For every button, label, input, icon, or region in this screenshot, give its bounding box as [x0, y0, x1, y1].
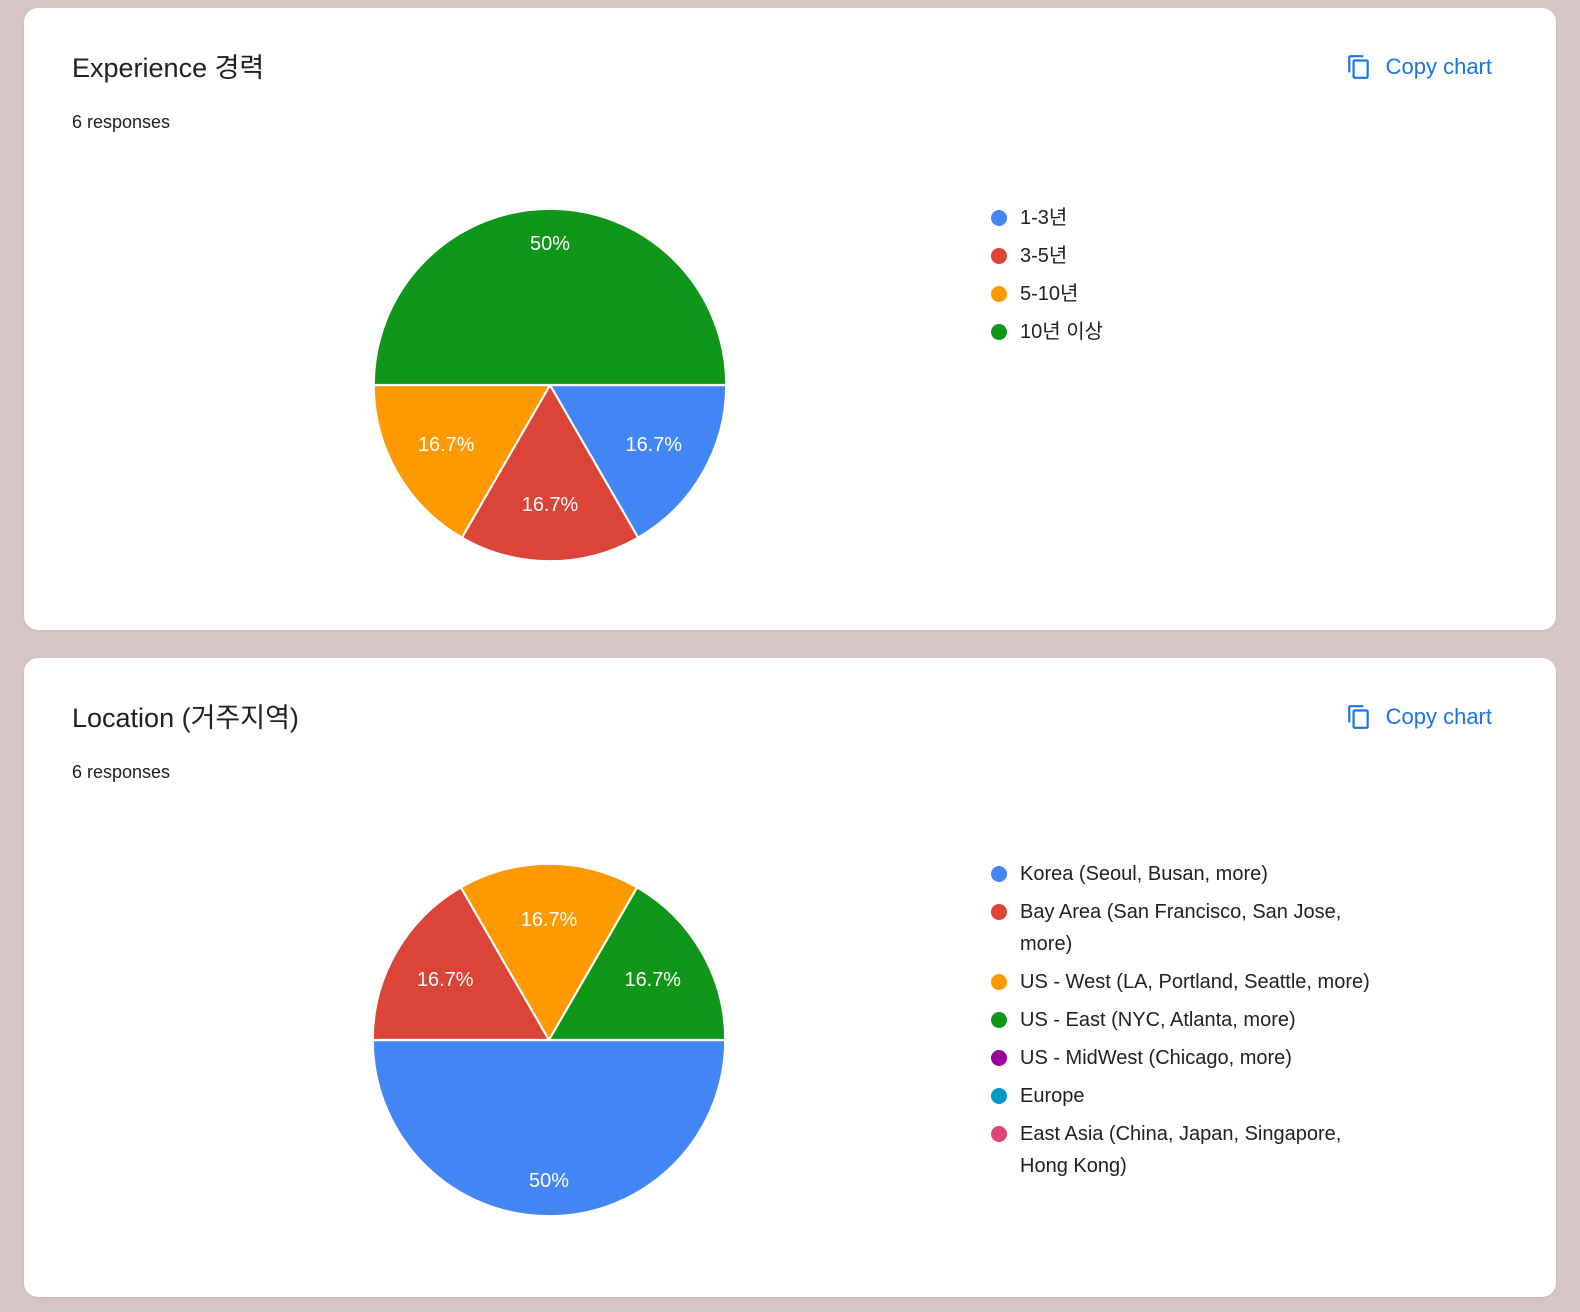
legend-label: 3-5년	[1020, 245, 1068, 267]
slice-percent-label: 50%	[529, 1170, 569, 1192]
pie-slice	[460, 383, 640, 563]
legend-label: 1-3년	[1020, 207, 1068, 229]
legend-item: 10년 이상	[991, 316, 1471, 348]
location-chart-legend: Korea (Seoul, Busan, more) Bay Area (San …	[991, 858, 1471, 1188]
pie-slice	[547, 886, 727, 1042]
chart-title: Location (거주지역)	[72, 703, 299, 733]
legend-item: Korea (Seoul, Busan, more)	[991, 858, 1471, 890]
legend-color-dot	[991, 210, 1007, 226]
slice-percent-label: 16.7%	[626, 434, 683, 456]
legend-item: US - West (LA, Portland, Seattle, more)	[991, 966, 1471, 998]
legend-color-dot	[991, 974, 1007, 990]
responses-count: 6 responses	[72, 112, 171, 132]
experience-chart-legend: 1-3년 3-5년 5-10년 10년 이상	[991, 202, 1471, 354]
legend-label: East Asia (China, Japan, Singapore, Hong …	[1020, 1123, 1342, 1177]
legend-label: US - MidWest (Chicago, more)	[1020, 1047, 1292, 1069]
legend-label: 5-10년	[1020, 283, 1079, 305]
legend-color-dot	[991, 324, 1007, 340]
legend-color-dot	[991, 904, 1007, 920]
legend-color-dot	[991, 1050, 1007, 1066]
pie-slice	[372, 207, 728, 387]
legend-item: US - MidWest (Chicago, more)	[991, 1042, 1471, 1074]
legend-item: 1-3년	[991, 202, 1471, 234]
slice-percent-label: 16.7%	[521, 909, 578, 931]
slice-percent-label: 16.7%	[625, 969, 682, 991]
legend-color-dot	[991, 286, 1007, 302]
legend-label: 10년 이상	[1020, 321, 1104, 343]
copy-chart-label: Copy chart	[1385, 704, 1492, 729]
legend-item: Europe	[991, 1080, 1471, 1112]
copy-chart-label: Copy chart	[1385, 54, 1492, 79]
legend-label: US - East (NYC, Atlanta, more)	[1020, 1009, 1296, 1031]
pie-slice	[371, 1038, 727, 1218]
location-pie-chart: 50% 16.7% 16.7% 16.7%	[371, 862, 727, 1218]
pie-slice	[459, 862, 639, 1042]
legend-color-dot	[991, 1088, 1007, 1104]
legend-item: Bay Area (San Francisco, San Jose, more)	[991, 896, 1471, 960]
copy-icon	[1347, 705, 1369, 729]
legend-label: Korea (Seoul, Busan, more)	[1020, 863, 1268, 885]
pie-slice	[371, 886, 551, 1042]
pie-slice	[548, 383, 728, 539]
location-chart-card: Location (거주지역) 6 responses Copy chart 5…	[24, 658, 1556, 1297]
slice-percent-label: 50%	[530, 233, 570, 255]
experience-chart-card: Experience 경력 6 responses Copy chart 16.…	[24, 8, 1556, 630]
slice-percent-label: 16.7%	[522, 494, 579, 516]
legend-label: Bay Area (San Francisco, San Jose, more)	[1020, 901, 1342, 955]
responses-count: 6 responses	[72, 762, 171, 782]
legend-label: Europe	[1020, 1085, 1085, 1107]
legend-color-dot	[991, 248, 1007, 264]
legend-item: 3-5년	[991, 240, 1471, 272]
legend-color-dot	[991, 1012, 1007, 1028]
chart-title: Experience 경력	[72, 53, 265, 83]
copy-icon	[1347, 55, 1369, 79]
legend-color-dot	[991, 1126, 1007, 1142]
copy-chart-button[interactable]: Copy chart	[1346, 704, 1492, 730]
legend-item: 5-10년	[991, 278, 1471, 310]
slice-percent-label: 16.7%	[418, 434, 475, 456]
copy-chart-button[interactable]: Copy chart	[1346, 54, 1492, 80]
experience-pie-chart: 16.7% 16.7% 16.7% 50%	[372, 207, 728, 563]
legend-label: US - West (LA, Portland, Seattle, more)	[1020, 971, 1370, 993]
slice-percent-label: 16.7%	[417, 969, 474, 991]
legend-item: US - East (NYC, Atlanta, more)	[991, 1004, 1471, 1036]
legend-item: East Asia (China, Japan, Singapore, Hong …	[991, 1118, 1471, 1182]
legend-color-dot	[991, 866, 1007, 882]
pie-slice	[372, 383, 552, 539]
